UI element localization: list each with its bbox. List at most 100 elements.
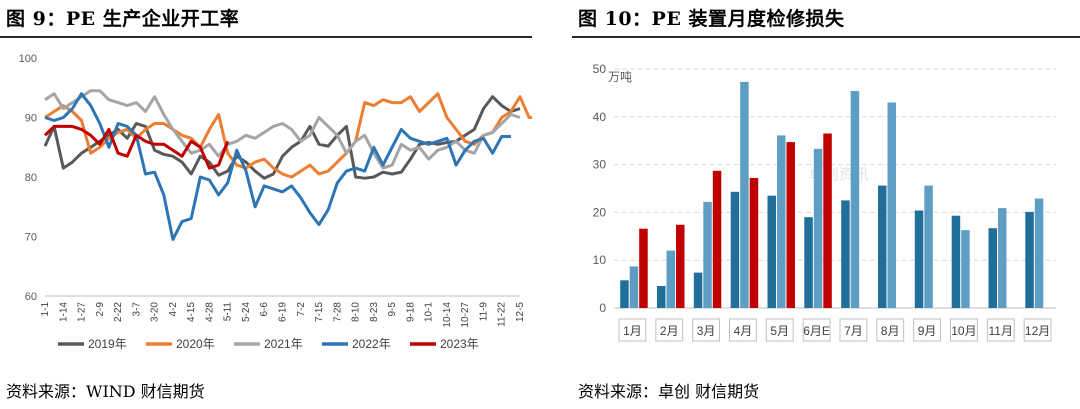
x-tick-label: 2-9 <box>95 302 106 317</box>
x-tick-label: 1-14 <box>58 302 69 322</box>
x-tick-label: 9月 <box>918 324 937 338</box>
bar <box>657 286 666 308</box>
bar <box>951 215 961 308</box>
bar <box>703 201 712 308</box>
series-line-2020年 <box>44 92 532 179</box>
category-label-box <box>618 318 647 342</box>
bar <box>914 210 924 308</box>
category-label-box <box>913 318 941 342</box>
x-tick-label: 4-28 <box>204 302 215 322</box>
left-figure-panel: 图 9：PE 生产企业开工率 60 70 80 90 100 1-1 1-14 1-27 2-9… <box>0 0 532 409</box>
left-figure-title: 图 9：PE 生产企业开工率 <box>6 8 240 30</box>
category-label-box <box>986 318 1015 342</box>
category-label-box <box>655 318 684 342</box>
bar <box>850 91 860 308</box>
x-tick-label: 3-20 <box>150 302 161 322</box>
category-label-box <box>729 318 757 342</box>
y-tick-label: 30 <box>593 158 607 172</box>
x-tick-label: 3-7 <box>131 302 142 317</box>
bar <box>676 224 685 308</box>
operating-rate-line-chart: 60 70 80 90 100 1-1 1-14 1-27 2-9 2-22 3-7 3-20 4-2 4… <box>19 53 532 351</box>
bar <box>813 148 823 308</box>
category-label-box <box>1023 318 1052 342</box>
x-tick-label: 9-5 <box>387 302 398 317</box>
x-tick-label: 1-1 <box>40 302 51 317</box>
x-tick-label: 5-24 <box>241 302 252 322</box>
bar <box>777 135 786 308</box>
y-tick-label: 80 <box>25 172 37 184</box>
bar <box>712 170 722 308</box>
bar <box>878 185 887 308</box>
bar <box>823 133 832 308</box>
category-label-box <box>839 318 868 342</box>
left-title-rule <box>0 36 532 38</box>
bar <box>740 81 749 309</box>
y-tick-label: 70 <box>25 232 37 244</box>
x-tick-label: 7-28 <box>332 302 343 322</box>
series-line-2019年 <box>43 95 521 180</box>
x-tick-label: 6-19 <box>278 302 289 322</box>
bar <box>988 228 997 308</box>
right-title-rule <box>572 36 1080 38</box>
category-label-box <box>692 318 720 342</box>
x-tick-label: 5-11 <box>223 302 234 322</box>
legend-label: 2020年 <box>176 337 215 351</box>
y-tick-label: 20 <box>593 205 607 219</box>
x-tick-label: 10-1 <box>424 302 435 322</box>
y-axis-unit-label: 万吨 <box>608 70 632 84</box>
bar <box>693 272 703 308</box>
right-figure-title: 图 10：PE 装置月度检修损失 <box>578 8 845 30</box>
bar <box>1034 198 1044 308</box>
x-tick-label: 7月 <box>844 324 863 338</box>
x-tick-label: 7-15 <box>314 302 325 322</box>
bar <box>961 230 970 308</box>
bar <box>767 195 776 308</box>
legend-label: 2023年 <box>440 337 479 351</box>
x-tick-label: 1-27 <box>77 302 88 322</box>
x-tick-label: 2月 <box>660 324 679 338</box>
bar <box>749 178 759 308</box>
y-tick-label: 100 <box>19 53 37 65</box>
x-tick-label: 10-14 <box>442 302 453 328</box>
series-line-2021年 <box>44 89 521 170</box>
x-tick-label: 1月 <box>623 324 642 338</box>
bar <box>629 266 639 308</box>
category-label-box <box>876 318 905 342</box>
bar <box>841 200 850 308</box>
bar <box>730 191 740 308</box>
category-label-box <box>802 318 831 342</box>
x-tick-label: 11-22 <box>497 302 508 327</box>
y-tick-label: 50 <box>593 62 607 76</box>
legend-label: 2022年 <box>352 337 391 351</box>
category-label-box <box>950 318 978 342</box>
x-tick-label: 11月 <box>989 324 1013 338</box>
y-tick-label: 90 <box>25 113 37 125</box>
x-tick-label: 12-5 <box>515 302 526 322</box>
bar <box>620 280 629 308</box>
x-tick-label: 10-27 <box>460 302 471 328</box>
series-line-2023年 <box>43 124 230 170</box>
x-tick-label: 10月 <box>951 324 976 338</box>
y-tick-label: 40 <box>593 110 607 124</box>
y-tick-label: 0 <box>599 301 606 315</box>
x-tick-label: 12月 <box>1025 324 1050 338</box>
bar <box>786 142 795 308</box>
bar <box>804 217 813 308</box>
y-tick-label: 60 <box>25 291 37 303</box>
y-tick-label: 10 <box>593 253 607 267</box>
bar <box>887 102 896 308</box>
legend-label: 2021年 <box>264 337 303 351</box>
x-tick-label: 8月 <box>881 324 900 338</box>
bar <box>1025 211 1034 308</box>
x-tick-label: 5月 <box>770 324 789 338</box>
x-tick-label: 7-2 <box>296 302 307 317</box>
category-label-box <box>765 318 794 342</box>
x-tick-label: 8-23 <box>369 302 380 322</box>
x-tick-label: 6月E <box>803 324 830 338</box>
bar <box>639 228 648 308</box>
x-tick-label: 2-22 <box>113 302 124 322</box>
legend-label: 2019年 <box>88 337 127 351</box>
series-line-2022年 <box>44 92 511 241</box>
bar <box>666 250 675 308</box>
